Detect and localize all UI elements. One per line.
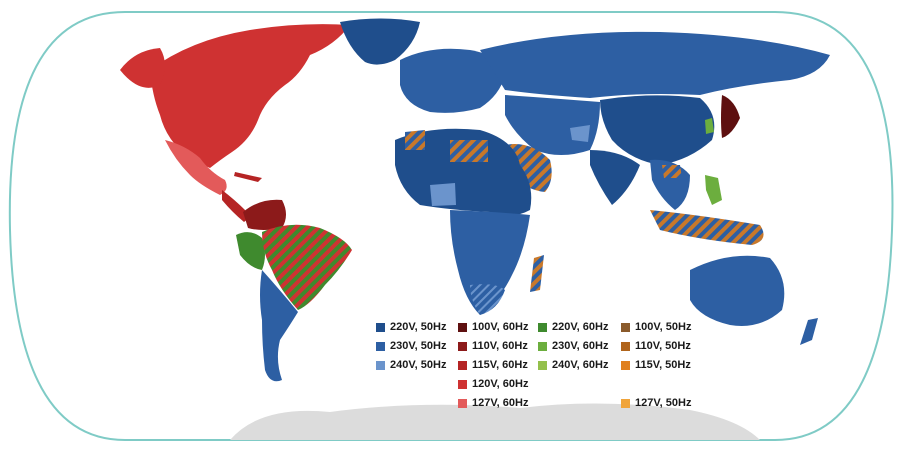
afghanistan <box>570 125 590 142</box>
legend-item: 240V, 50Hz <box>376 358 446 372</box>
legend-label: 230V, 60Hz <box>552 340 609 352</box>
alaska <box>120 48 165 88</box>
legend-label: 115V, 60Hz <box>472 359 528 371</box>
voltage-legend: 220V, 50Hz 230V, 50Hz 240V, 50Hz 100V, 60Hz… <box>376 320 706 416</box>
legend-swatch <box>621 341 630 351</box>
australia <box>690 255 785 326</box>
legend-label: 127V, 50Hz <box>635 397 692 409</box>
southern-cone <box>260 270 298 382</box>
mexico <box>165 140 227 195</box>
indochina-hatch <box>662 165 682 178</box>
legend-item: 120V, 60Hz <box>458 377 528 391</box>
philippines <box>705 175 722 205</box>
venezuela-colombia <box>243 199 286 230</box>
africa-north <box>395 128 532 216</box>
legend-label: 220V, 50Hz <box>390 321 447 333</box>
greenland <box>340 18 420 65</box>
legend-label: 127V, 60Hz <box>472 397 529 409</box>
legend-swatch <box>458 398 467 408</box>
antarctica <box>230 403 760 440</box>
central-america <box>222 190 248 222</box>
legend-label: 110V, 60Hz <box>472 340 528 352</box>
indonesia <box>650 210 764 245</box>
legend-item: 220V, 60Hz <box>538 320 608 334</box>
legend-swatch <box>621 360 630 370</box>
libya-hatch <box>450 140 488 162</box>
legend-label: 110V, 50Hz <box>635 340 691 352</box>
north-america <box>150 24 350 168</box>
cuba <box>234 172 262 182</box>
japan <box>721 95 740 138</box>
brazil <box>262 224 352 310</box>
legend-item: 220V, 50Hz <box>376 320 446 334</box>
madagascar <box>530 255 544 292</box>
nigeria <box>430 183 456 206</box>
legend-label: 240V, 60Hz <box>552 359 609 371</box>
legend-label: 120V, 60Hz <box>472 378 529 390</box>
legend-label: 100V, 60Hz <box>472 321 529 333</box>
legend-label: 115V, 50Hz <box>635 359 691 371</box>
legend-swatch <box>458 360 467 370</box>
legend-swatch <box>458 379 467 389</box>
legend-item: 100V, 50Hz <box>621 320 691 334</box>
legend-item: 127V, 60Hz <box>458 396 528 410</box>
legend-swatch <box>538 341 547 351</box>
legend-item: 110V, 50Hz <box>621 339 691 353</box>
legend-item: 115V, 50Hz <box>621 358 691 372</box>
legend-label: 230V, 50Hz <box>390 340 447 352</box>
south-africa <box>470 284 505 315</box>
korea <box>705 118 714 134</box>
morocco-hatch <box>405 130 425 150</box>
legend-item: 115V, 60Hz <box>458 358 528 372</box>
legend-swatch <box>621 398 630 408</box>
legend-swatch <box>458 322 467 332</box>
legend-swatch <box>458 341 467 351</box>
legend-item: 240V, 60Hz <box>538 358 608 372</box>
legend-swatch <box>538 322 547 332</box>
legend-swatch <box>376 360 385 370</box>
africa-south <box>450 210 530 315</box>
legend-label: 100V, 50Hz <box>635 321 692 333</box>
legend-label: 220V, 60Hz <box>552 321 609 333</box>
ecuador-peru <box>236 232 265 270</box>
legend-item: 230V, 50Hz <box>376 339 446 353</box>
legend-item: 230V, 60Hz <box>538 339 608 353</box>
russia <box>480 31 830 98</box>
legend-label: 240V, 50Hz <box>390 359 447 371</box>
new-zealand <box>800 318 818 345</box>
legend-swatch <box>376 341 385 351</box>
europe <box>400 48 505 113</box>
legend-swatch <box>376 322 385 332</box>
legend-item: 100V, 60Hz <box>458 320 528 334</box>
legend-swatch <box>621 322 630 332</box>
india <box>590 150 640 205</box>
china <box>600 95 715 165</box>
legend-item: 127V, 50Hz <box>621 396 691 410</box>
legend-swatch <box>538 360 547 370</box>
legend-item: 110V, 60Hz <box>458 339 528 353</box>
